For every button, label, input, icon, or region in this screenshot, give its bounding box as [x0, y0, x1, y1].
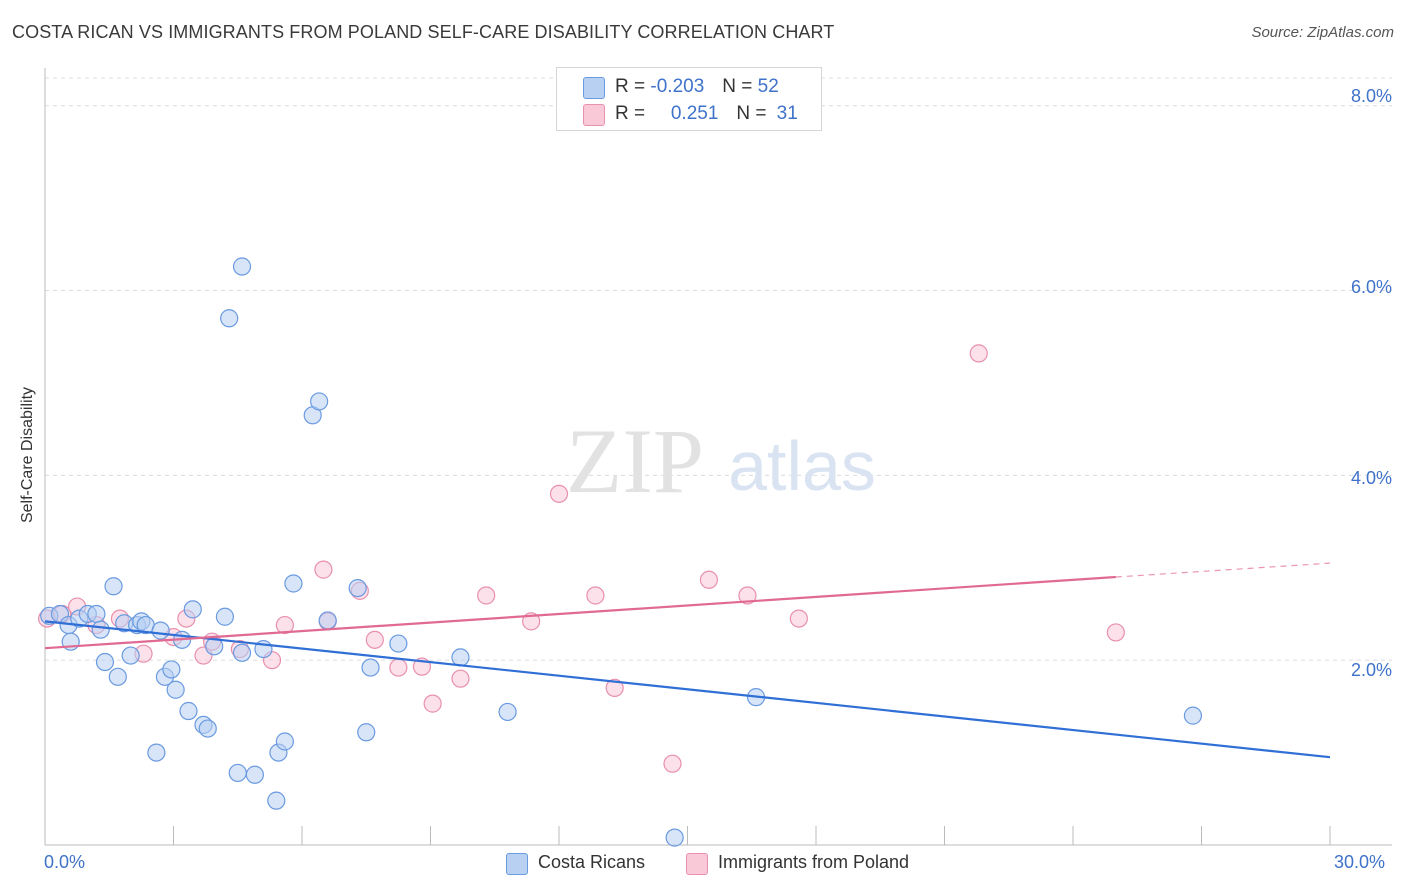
chart-title: COSTA RICAN VS IMMIGRANTS FROM POLAND SE… [12, 22, 835, 42]
costa-rican-point-31 [232, 643, 252, 662]
costa-rican-point-30 [232, 257, 252, 276]
costa-rican-point-7 [91, 620, 110, 639]
y-tick-label-8: 8.0% [1350, 86, 1392, 106]
costa-rican-point-17 [151, 621, 170, 640]
poland-point-25 [605, 678, 624, 698]
costa-rican-point-19 [162, 660, 181, 679]
legend-swatch-poland [686, 853, 708, 875]
legend-label-costa-ricans: Costa Ricans [538, 852, 646, 872]
costa-rican-point-43 [361, 658, 380, 677]
costa-rican-point-45 [451, 648, 470, 667]
costa-rican-point-47 [665, 828, 684, 847]
legend-r-label: R = [615, 103, 646, 124]
legend-n-label: N = [722, 76, 753, 97]
poland-point-23 [549, 484, 569, 503]
costa-rican-point-27 [215, 607, 234, 626]
poland-point-12 [275, 615, 294, 635]
legend-n-label: N = [736, 103, 767, 124]
poland-point-29 [789, 609, 808, 628]
poland-point-27 [699, 570, 719, 589]
poland-point-19 [423, 694, 442, 713]
poland-trend-line [44, 575, 1116, 650]
costa-rican-point-23 [183, 600, 202, 619]
costa-rican-point-34 [267, 791, 286, 810]
x-tick-label-max: 30.0% [1334, 852, 1386, 872]
costa-rican-point-16 [147, 743, 166, 762]
costa-rican-point-44 [389, 634, 408, 653]
costa-rican-point-10 [108, 667, 127, 686]
trend-lines [44, 562, 1331, 759]
costa-rican-point-40 [318, 611, 337, 630]
costa-rican-point-22 [179, 701, 198, 721]
poland-point-24 [586, 586, 605, 605]
y-tick-label-4: 4.0% [1350, 468, 1392, 488]
watermark-zip: ZIP [566, 410, 704, 512]
x-tick-label-min: 0.0% [44, 852, 86, 872]
costa-rican-point-39 [310, 392, 329, 411]
costa-rican-point-36 [275, 732, 294, 751]
y-tick-label-2: 2.0% [1350, 660, 1392, 680]
costa-rican-point-32 [245, 765, 264, 784]
legend-swatch-costa-ricans [583, 77, 605, 99]
watermark-atlas: atlas [728, 427, 876, 505]
legend-r-value-costa-ricans: -0.203 [650, 76, 705, 97]
costa-rican-point-41 [348, 579, 367, 598]
poland-point-17 [389, 658, 408, 677]
legend-r-value-poland: 0.251 [670, 103, 719, 124]
costa-rican-point-9 [104, 577, 123, 596]
costa-rican-point-12 [121, 646, 140, 665]
correlation-legend: R = -0.203 N = 52 R = 0.251 N = 31 [556, 67, 822, 131]
poland-point-20 [451, 669, 470, 688]
legend-swatch-poland [583, 104, 605, 126]
legend-n-value-costa-ricans: 52 [757, 76, 779, 97]
costa-rican-point-20 [166, 680, 185, 699]
poland-point-13 [314, 560, 333, 579]
costa-rican-points [40, 257, 1203, 847]
costa-rican-point-25 [198, 719, 217, 738]
poland-point-21 [477, 586, 496, 605]
legend-label-poland: Immigrants from Poland [718, 852, 910, 872]
axes [44, 68, 1392, 846]
poland-point-31 [1106, 623, 1125, 642]
costa-rican-point-6 [87, 604, 106, 624]
poland-point-28 [738, 586, 757, 605]
costa-rican-point-46 [498, 702, 517, 722]
costa-rican-trend-line [44, 620, 1331, 759]
legend-r-label: R = [615, 76, 646, 97]
poland-point-26 [663, 754, 682, 773]
costa-rican-point-42 [357, 723, 376, 742]
poland-points [38, 344, 1125, 773]
poland-point-30 [969, 344, 988, 363]
series-legend: Costa Ricans Immigrants from Poland [0, 851, 1406, 877]
costa-rican-point-49 [1183, 706, 1203, 725]
legend-n-value-poland: 31 [776, 103, 798, 124]
poland-point-16 [365, 630, 384, 649]
y-tick-label-6: 6.0% [1350, 277, 1392, 297]
costa-rican-point-29 [228, 763, 247, 783]
costa-rican-point-28 [220, 309, 239, 328]
costa-rican-point-37 [284, 574, 303, 593]
legend-swatch-costa-ricans [506, 853, 528, 875]
costa-rican-point-8 [95, 652, 115, 672]
source-label: Source: ZipAtlas.com [1251, 24, 1394, 41]
poland-trend-extension [1115, 562, 1331, 578]
gridlines [45, 77, 1392, 661]
